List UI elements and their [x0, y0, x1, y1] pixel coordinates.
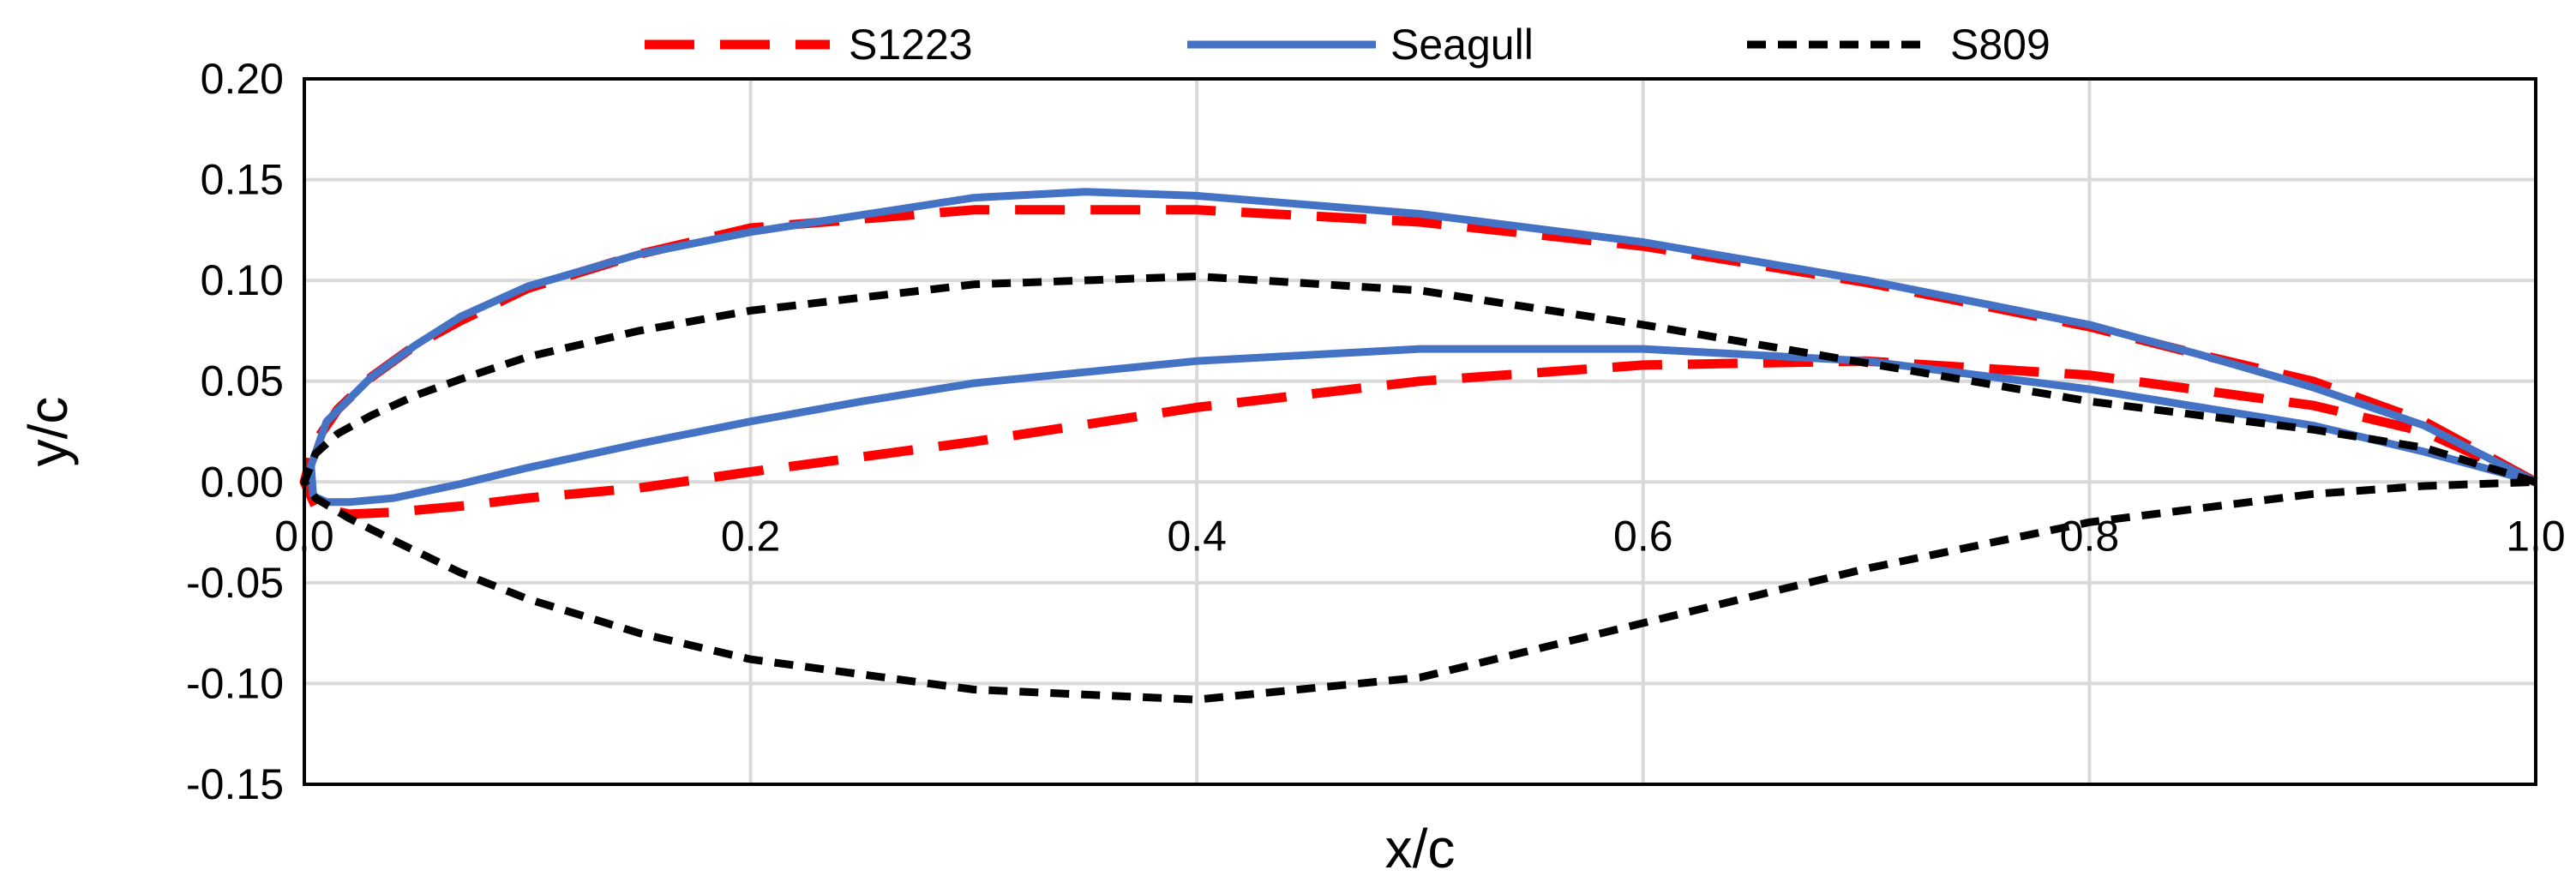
y-tick-label: 0.10	[201, 256, 284, 304]
legend-label-s1223: S1223	[849, 21, 973, 69]
x-tick-label: 0.4	[1167, 512, 1227, 560]
series-line-s809	[300, 272, 2537, 704]
x-tick-label: 0.6	[1613, 512, 1673, 560]
y-tick-label: 0.15	[201, 156, 284, 204]
series-layer	[299, 188, 2538, 704]
y-axis-title: y/c	[17, 397, 79, 467]
y-axis-tick-labels: -0.15 -0.10 -0.05 0.00 0.05 0.10 0.15 0.20	[186, 55, 284, 808]
y-tick-label: -0.10	[186, 659, 284, 707]
x-tick-label: 0.0	[274, 512, 334, 560]
y-tick-label: -0.05	[186, 559, 284, 607]
legend-label-s809: S809	[1950, 21, 2051, 69]
legend: S1223 Seagull S809	[645, 21, 2051, 69]
x-axis-tick-labels: 0.0 0.2 0.4 0.6 0.8 1.0	[274, 512, 2566, 560]
y-tick-label: 0.05	[201, 357, 284, 405]
y-tick-label: -0.15	[186, 760, 284, 808]
x-tick-label: 0.8	[2060, 512, 2120, 560]
x-axis-title: x/c	[1385, 818, 1456, 879]
x-tick-label: 1.0	[2506, 512, 2566, 560]
y-tick-label: 0.00	[201, 458, 284, 506]
y-tick-label: 0.20	[201, 55, 284, 103]
legend-label-seagull: Seagull	[1390, 21, 1534, 69]
x-tick-label: 0.2	[721, 512, 781, 560]
series-line-seagull	[307, 188, 2538, 507]
plot-area-frame	[303, 77, 2537, 786]
